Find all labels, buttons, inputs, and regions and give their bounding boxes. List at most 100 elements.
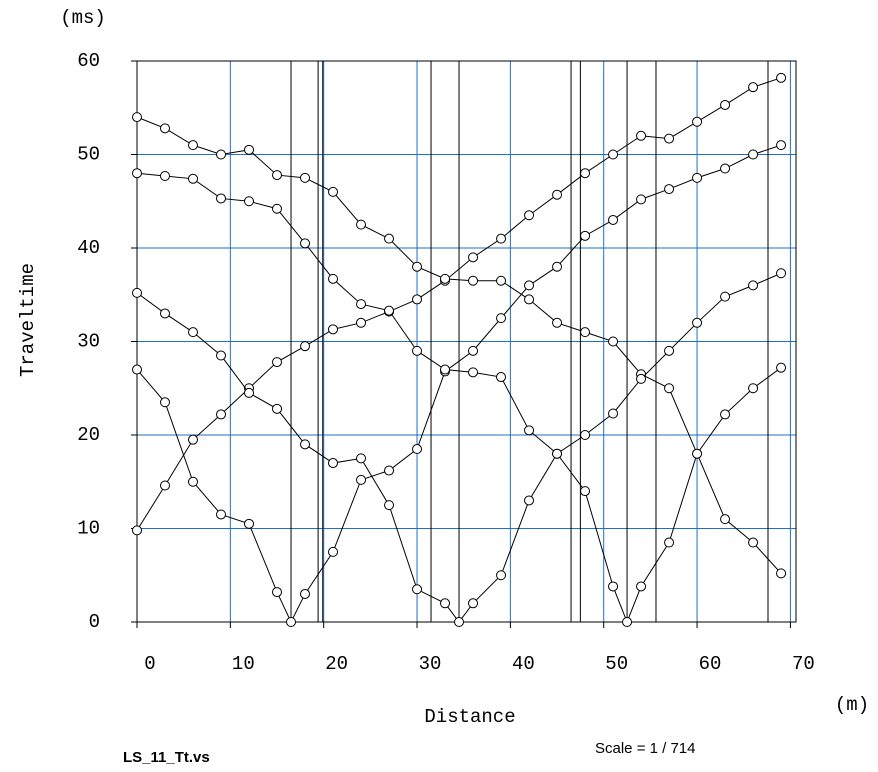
data-point xyxy=(244,144,255,155)
x-unit: (m) xyxy=(835,694,869,716)
data-point xyxy=(720,409,731,420)
data-point xyxy=(300,238,311,249)
data-point xyxy=(552,317,563,328)
data-point xyxy=(440,598,451,609)
data-point xyxy=(244,196,255,207)
y-tick-label: 10 xyxy=(77,518,100,540)
data-point xyxy=(580,430,591,440)
data-point xyxy=(384,305,395,316)
data-point xyxy=(608,336,619,347)
data-point xyxy=(300,439,311,450)
data-point xyxy=(748,537,759,548)
data-point xyxy=(216,509,227,520)
data-point xyxy=(720,99,731,110)
data-point xyxy=(272,357,283,368)
data-point xyxy=(748,280,759,291)
data-point xyxy=(636,581,647,592)
data-point xyxy=(286,617,297,627)
data-point xyxy=(440,364,451,375)
data-point xyxy=(160,171,171,182)
data-point xyxy=(552,189,563,200)
data-point xyxy=(664,537,675,548)
x-tick-label: 30 xyxy=(419,653,442,675)
data-point xyxy=(328,186,339,197)
data-point xyxy=(188,476,199,487)
plot-frame xyxy=(136,60,797,623)
data-point xyxy=(720,291,731,302)
data-point xyxy=(300,172,311,183)
data-point xyxy=(454,617,465,627)
x-tick-label: 60 xyxy=(699,653,722,675)
data-point xyxy=(440,273,451,284)
data-point xyxy=(552,448,563,459)
data-point xyxy=(692,172,703,183)
data-point xyxy=(748,82,759,93)
data-point xyxy=(384,233,395,244)
data-point xyxy=(328,458,339,469)
data-point xyxy=(580,230,591,241)
data-point xyxy=(160,123,171,134)
data-point xyxy=(776,362,787,373)
y-tick-label: 20 xyxy=(77,424,100,446)
data-point xyxy=(720,163,731,174)
data-point xyxy=(356,317,367,328)
data-point xyxy=(664,184,675,195)
data-point xyxy=(132,525,142,536)
y-tick-label: 0 xyxy=(89,611,100,633)
data-point xyxy=(188,434,199,445)
data-point xyxy=(524,280,535,291)
data-point xyxy=(188,140,199,151)
x-tick-label: 0 xyxy=(144,653,155,675)
data-point xyxy=(356,474,367,485)
data-point xyxy=(384,465,395,476)
data-point xyxy=(132,364,142,375)
y-unit: (ms) xyxy=(60,7,106,29)
data-point xyxy=(160,308,171,319)
data-point xyxy=(356,453,367,464)
x-tick-label: 10 xyxy=(232,653,255,675)
data-point xyxy=(412,345,423,356)
data-point xyxy=(412,294,423,305)
data-point xyxy=(776,72,787,83)
data-point xyxy=(412,261,423,272)
data-point xyxy=(664,133,675,144)
data-point xyxy=(188,327,199,338)
scale-label: Scale = 1 / 714 xyxy=(595,740,696,757)
data-point xyxy=(776,568,787,579)
data-point xyxy=(748,383,759,394)
data-point xyxy=(328,546,339,557)
data-point xyxy=(328,324,339,335)
x-tick-label: 20 xyxy=(325,653,348,675)
data-point xyxy=(216,149,227,160)
x-tick-label: 40 xyxy=(512,653,535,675)
y-tick-label: 60 xyxy=(77,50,100,72)
data-point xyxy=(524,425,535,436)
data-point xyxy=(496,570,507,581)
data-point xyxy=(384,500,395,511)
data-point xyxy=(608,581,619,592)
data-point xyxy=(468,598,479,609)
data-point xyxy=(692,317,703,328)
data-point xyxy=(244,387,255,398)
data-point xyxy=(580,327,591,338)
y-axis-label: Traveltime xyxy=(17,263,39,377)
data-point xyxy=(496,275,507,286)
y-tick-label: 40 xyxy=(77,237,100,259)
data-point xyxy=(356,219,367,230)
data-point xyxy=(692,116,703,127)
data-point xyxy=(132,287,142,298)
x-axis-label: Distance xyxy=(424,706,515,728)
data-point xyxy=(160,480,171,491)
data-point xyxy=(608,408,619,419)
x-tick-label: 50 xyxy=(605,653,628,675)
data-point xyxy=(664,345,675,356)
data-point xyxy=(216,409,227,420)
data-point xyxy=(580,486,591,497)
data-point xyxy=(692,448,703,459)
data-point xyxy=(188,173,199,184)
data-point xyxy=(664,383,675,394)
data-point xyxy=(216,193,227,204)
data-point xyxy=(622,617,633,627)
data-point xyxy=(636,194,647,205)
data-point xyxy=(356,299,367,310)
